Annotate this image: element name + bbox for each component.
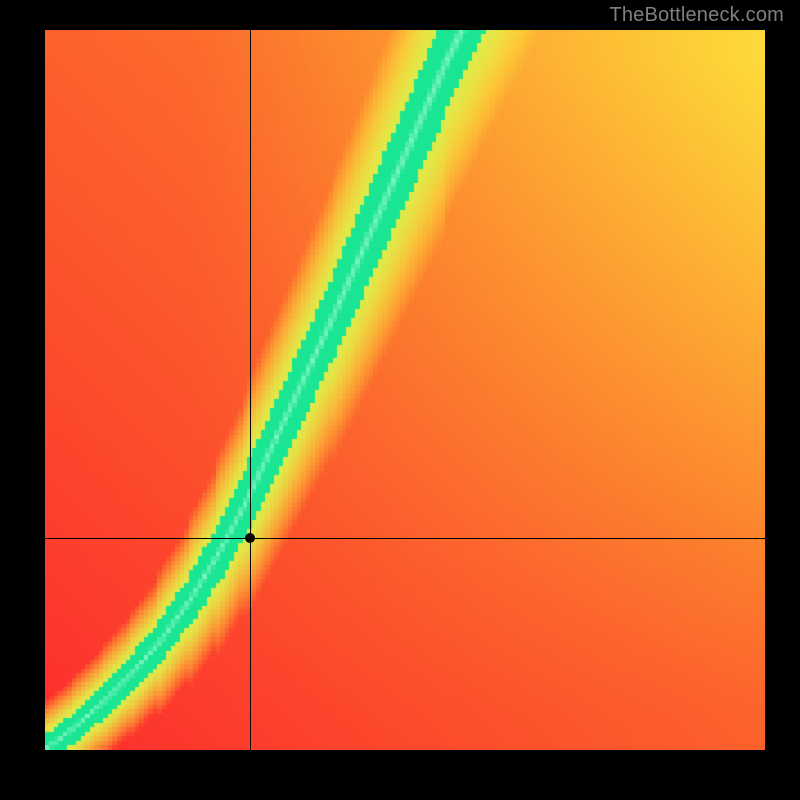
crosshair-marker: [245, 533, 255, 543]
heatmap-plot: [45, 30, 765, 750]
crosshair-vertical: [250, 30, 251, 750]
heatmap-canvas: [45, 30, 765, 750]
crosshair-horizontal: [45, 538, 765, 539]
watermark-text: TheBottleneck.com: [609, 4, 784, 27]
